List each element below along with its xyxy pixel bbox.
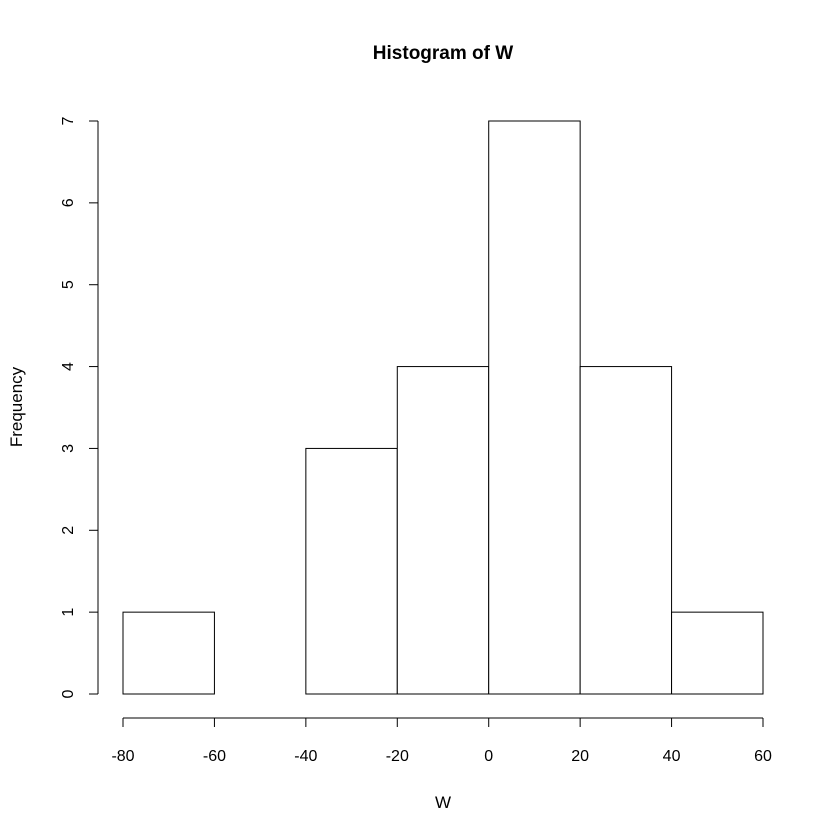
y-tick-label: 7 [60, 116, 77, 125]
y-axis-label: Frequency [7, 366, 26, 447]
y-axis: 0 1 2 3 4 5 6 7 [60, 116, 99, 698]
histogram-bar [671, 611, 764, 695]
histogram-bar [579, 366, 673, 695]
x-tick-label: -80 [111, 748, 134, 765]
y-tick-label: 5 [60, 280, 77, 289]
histogram-bar [305, 447, 398, 695]
y-tick-label: 3 [60, 444, 77, 453]
x-tick-label: -60 [203, 748, 226, 765]
histogram-bar [488, 120, 581, 695]
y-tick-label: 6 [60, 198, 77, 207]
x-tick-label: 0 [484, 748, 493, 765]
x-tick-label: 20 [571, 748, 589, 765]
x-tick-label: 60 [754, 748, 772, 765]
chart-title: Histogram of W [373, 43, 513, 64]
x-tick-label: -40 [294, 748, 317, 765]
histogram-bar [396, 366, 490, 695]
x-axis: -80 -60 -40 -20 0 20 40 60 [111, 717, 772, 765]
bars-group [122, 120, 764, 695]
y-tick-label: 0 [60, 689, 77, 698]
x-axis-label: W [435, 793, 451, 812]
histogram-bar [122, 611, 215, 695]
y-tick-label: 1 [60, 608, 77, 617]
y-tick-label: 4 [60, 362, 77, 371]
y-tick-label: 2 [60, 526, 77, 535]
x-tick-label: -20 [386, 748, 409, 765]
x-tick-label: 40 [663, 748, 681, 765]
